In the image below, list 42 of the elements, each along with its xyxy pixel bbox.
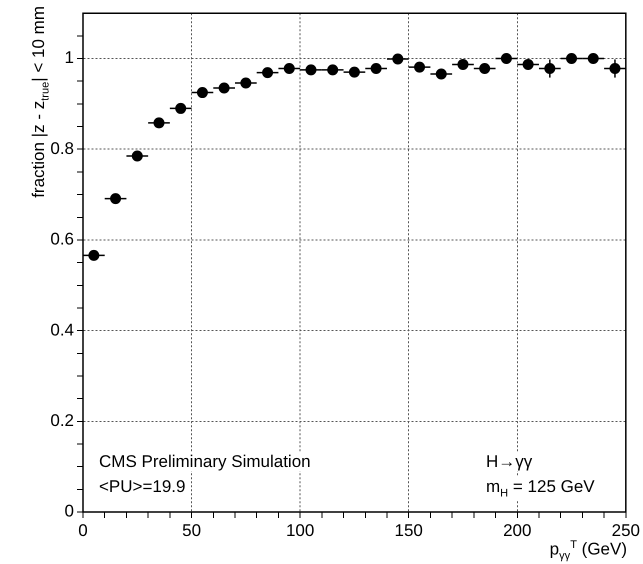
point — [196, 87, 208, 98]
point — [392, 54, 404, 64]
point — [218, 82, 230, 94]
y-tick-label: 0.6 — [50, 230, 74, 249]
point — [370, 63, 382, 74]
point — [544, 63, 556, 74]
x-tick-label: 250 — [612, 520, 640, 540]
x-tick-label: 100 — [286, 520, 314, 540]
point — [153, 117, 164, 128]
point — [305, 64, 316, 76]
point — [110, 193, 122, 204]
y-tick-label: 0.2 — [50, 410, 74, 430]
y-tick-label: 0.4 — [50, 320, 74, 340]
point — [132, 150, 143, 162]
point — [240, 78, 252, 89]
y-tick-label: 0 — [64, 502, 74, 521]
annotation: H→γγ — [484, 452, 534, 471]
annotation: m$_{H}$ = 125 GeV — [484, 477, 597, 500]
point — [262, 67, 274, 78]
point — [479, 63, 490, 74]
x-tick-label: 150 — [394, 520, 423, 540]
point — [348, 66, 360, 78]
point — [436, 68, 447, 80]
x-tick-label: 50 — [182, 520, 202, 540]
point — [609, 63, 620, 74]
point — [457, 58, 468, 70]
y-tick-label: 0.8 — [50, 138, 74, 158]
point — [566, 53, 578, 64]
point — [327, 64, 338, 76]
point — [284, 63, 295, 74]
annotation: <PU>=19.9 — [97, 477, 188, 496]
annotation: CMS Preliminary Simulation — [97, 452, 313, 471]
x-tick-label: 0 — [78, 520, 88, 540]
point — [414, 62, 426, 73]
point — [588, 53, 599, 64]
point — [500, 53, 512, 64]
point — [522, 58, 534, 70]
x-axis-title: p$_{γγ}$$^{T}$ (GeV) — [550, 539, 627, 562]
x-tick-label: 200 — [503, 520, 532, 540]
y-tick-label: 1 — [64, 48, 74, 68]
point — [175, 102, 186, 114]
point — [88, 250, 100, 261]
